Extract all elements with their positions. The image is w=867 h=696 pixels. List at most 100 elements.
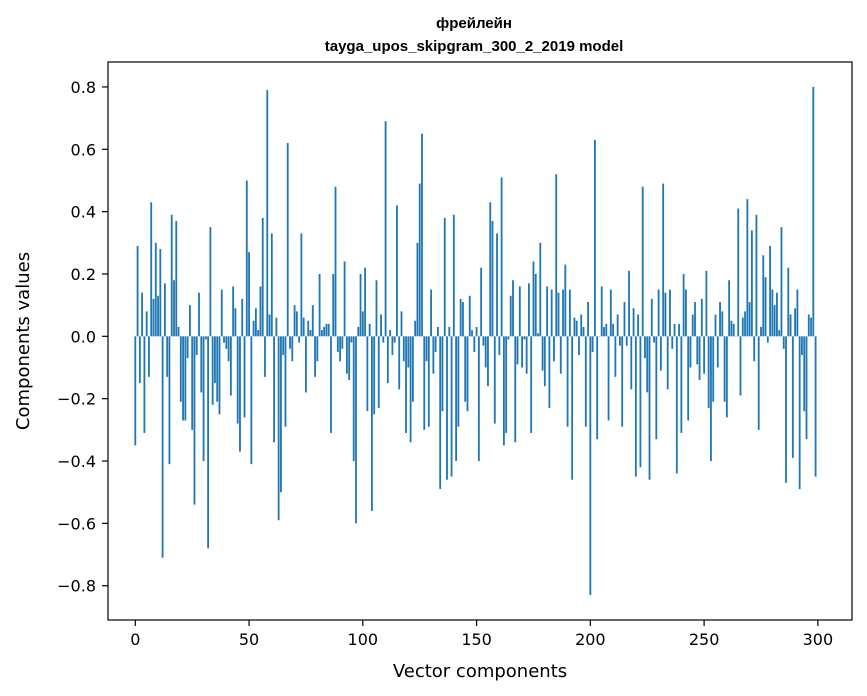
bar-67 (286, 143, 289, 337)
bar-65 (282, 336, 285, 356)
bar-131 (432, 336, 435, 374)
x-tick-label: 0 (130, 630, 140, 649)
bar-81 (318, 273, 321, 337)
bar-191 (568, 289, 571, 337)
bar-1 (136, 245, 139, 337)
bar-16 (170, 214, 173, 337)
bar-287 (787, 267, 790, 337)
bar-133 (437, 326, 439, 337)
bar-124 (416, 242, 419, 337)
bar-9 (154, 242, 157, 337)
bar-236 (671, 336, 674, 349)
bar-249 (700, 298, 703, 337)
bar-184 (553, 336, 555, 362)
bar-227 (650, 298, 653, 337)
bar-206 (603, 326, 605, 337)
bar-30 (202, 336, 205, 462)
bar-235 (669, 289, 671, 337)
bar-172 (525, 336, 528, 374)
bar-24 (189, 305, 191, 337)
bar-134 (439, 336, 442, 490)
bar-210 (612, 323, 615, 337)
bar-160 (498, 336, 501, 356)
bar-120 (407, 336, 410, 368)
bar-57 (264, 336, 266, 377)
bar-150 (475, 326, 478, 337)
bar-27 (195, 336, 198, 356)
y-tick-label: 0.8 (71, 78, 96, 97)
y-tick-label: −0.8 (57, 577, 96, 596)
bar-159 (496, 233, 498, 337)
bar-244 (689, 336, 692, 368)
bar-77 (309, 330, 312, 337)
bar-170 (521, 336, 523, 368)
bar-298 (812, 86, 815, 337)
bar-187 (559, 336, 562, 374)
y-tick-label: 0.2 (71, 265, 96, 284)
bar-267 (741, 317, 744, 337)
bar-299 (814, 336, 817, 477)
bar-72 (298, 336, 301, 343)
bar-265 (737, 208, 740, 337)
bar-199 (587, 302, 589, 337)
y-axis: −0.8 −0.6 −0.4 −0.2 0.0 0.2 0.4 0.6 0.8 (57, 78, 108, 596)
bar-217 (628, 270, 630, 337)
bar-34 (211, 336, 214, 405)
chart-subtitle: tayga_upos_skipgram_300_2_2019 model (325, 38, 624, 55)
bar-45 (236, 336, 239, 424)
bar-215 (623, 302, 626, 337)
bar-283 (778, 330, 781, 337)
bar-40 (225, 336, 228, 349)
bar-297 (810, 317, 812, 337)
x-axis: 0 50 100 150 200 250 300 (130, 620, 833, 649)
bar-270 (748, 302, 751, 337)
bar-119 (405, 336, 407, 433)
bar-115 (396, 205, 398, 337)
bar-135 (441, 336, 444, 412)
bar-201 (591, 336, 594, 352)
bar-154 (484, 336, 487, 368)
bar-288 (789, 314, 792, 337)
bar-143 (459, 298, 462, 337)
x-tick-label: 150 (461, 630, 492, 649)
bar-181 (546, 286, 549, 337)
bar-151 (477, 336, 480, 462)
bar-232 (662, 183, 665, 337)
bar-279 (769, 245, 771, 337)
bar-79 (314, 336, 316, 377)
bar-195 (578, 336, 580, 356)
bar-165 (509, 295, 512, 337)
bar-103 (368, 323, 371, 337)
bar-113 (391, 336, 394, 356)
bar-108 (380, 314, 382, 337)
bar-47 (241, 298, 244, 337)
bar-102 (366, 336, 369, 412)
bar-63 (277, 336, 280, 521)
bar-98 (357, 326, 360, 337)
x-tick-label: 300 (803, 630, 834, 649)
bar-197 (582, 326, 585, 337)
bar-222 (639, 336, 642, 468)
bar-216 (625, 336, 628, 346)
bar-32 (207, 336, 210, 549)
bar-178 (539, 242, 542, 337)
bar-293 (801, 336, 803, 356)
bar-167 (514, 336, 517, 443)
bar-44 (234, 308, 237, 337)
bar-196 (580, 314, 583, 337)
bar-128 (425, 336, 428, 362)
bar-144 (462, 302, 464, 337)
bar-207 (605, 323, 608, 337)
chart-title: фрейлейн (436, 15, 512, 32)
bar-281 (773, 305, 776, 337)
bar-295 (805, 336, 808, 440)
bar-166 (512, 280, 514, 337)
bar-136 (443, 217, 446, 337)
bar-126 (421, 133, 423, 337)
bar-223 (641, 186, 644, 337)
bar-291 (796, 289, 799, 337)
bar-21 (182, 336, 184, 421)
bar-121 (409, 336, 412, 443)
bar-12 (161, 336, 164, 558)
bar-149 (473, 336, 476, 352)
